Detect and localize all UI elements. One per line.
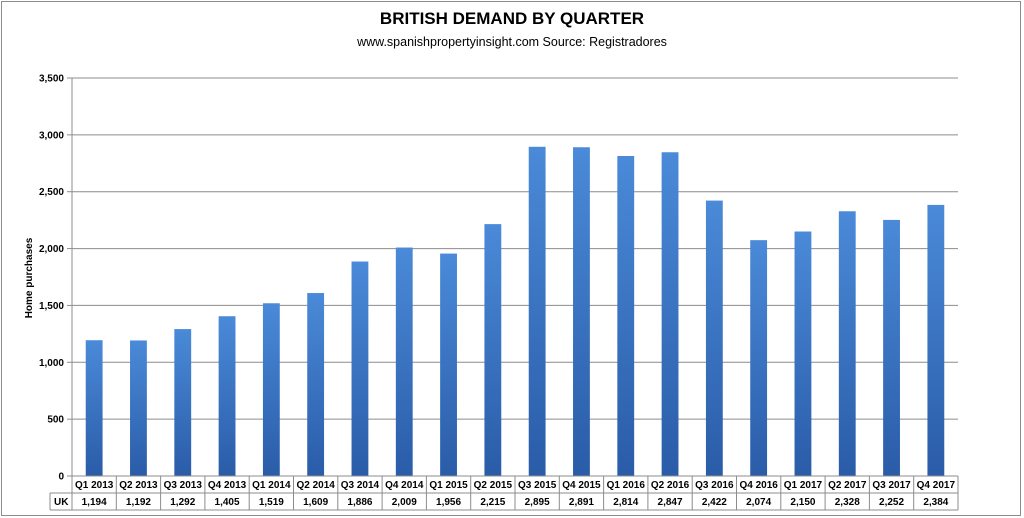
bar-q4-2013 xyxy=(218,316,236,476)
bar-q2-2013 xyxy=(130,340,147,476)
bar-q1-2015 xyxy=(440,253,457,476)
x-tick-label: Q3 2017 xyxy=(872,480,911,491)
y-tick-label: 0 xyxy=(58,472,64,483)
x-tick-label: Q4 2013 xyxy=(208,480,247,491)
bar-q4-2017 xyxy=(927,204,945,476)
y-tick-label: 3,500 xyxy=(39,74,64,85)
y-tick-label: 2,500 xyxy=(39,187,64,198)
bar-q1-2014 xyxy=(262,303,280,476)
x-tick-label: Q4 2016 xyxy=(739,480,778,491)
x-tick-label: Q1 2017 xyxy=(784,480,823,491)
y-tick-label: 3,000 xyxy=(39,130,64,141)
data-value-label: 2,895 xyxy=(525,497,550,508)
data-value-label: 2,009 xyxy=(392,497,417,508)
bar-q1-2013 xyxy=(85,340,103,476)
data-value-label: 2,150 xyxy=(790,497,815,508)
x-tick-label: Q4 2015 xyxy=(562,480,601,491)
x-tick-label: Q2 2014 xyxy=(296,480,335,491)
data-value-label: 1,194 xyxy=(82,497,107,508)
data-value-label: 2,252 xyxy=(879,497,904,508)
data-value-label: 1,405 xyxy=(215,497,240,508)
bar-q1-2017 xyxy=(794,231,812,476)
data-table: UK Q1 2013 1,194 Q2 2013 1,192 Q3 2013 1,292 Q4… xyxy=(49,475,959,511)
data-value-label: 2,847 xyxy=(658,497,683,508)
x-tick-label: Q4 2014 xyxy=(385,480,424,491)
bar-q1-2016 xyxy=(617,156,635,476)
data-value-label: 2,384 xyxy=(923,497,948,508)
x-tick-label: Q2 2016 xyxy=(651,480,690,491)
y-axis-label: Home purchases xyxy=(24,237,35,318)
data-value-label: 1,956 xyxy=(436,497,461,508)
bars xyxy=(85,146,945,477)
x-tick-label: Q1 2014 xyxy=(252,480,291,491)
data-value-label: 1,886 xyxy=(347,497,372,508)
bar-q4-2014 xyxy=(395,247,413,476)
y-axis: 0 500 1,000 1,500 2,000 2,500 3,000 3,500 xyxy=(39,74,73,483)
y-tick-label: 1,000 xyxy=(39,358,64,369)
bar-q2-2015 xyxy=(484,224,502,476)
bar-q2-2016 xyxy=(661,152,679,476)
x-tick-label: Q1 2013 xyxy=(75,480,114,491)
data-value-label: 2,328 xyxy=(835,497,860,508)
gridlines xyxy=(72,77,958,477)
data-value-label: 1,609 xyxy=(303,497,328,508)
data-value-label: 2,422 xyxy=(702,497,727,508)
y-tick-label: 1,500 xyxy=(39,301,64,312)
bar-q2-2017 xyxy=(838,211,856,477)
data-value-label: 2,891 xyxy=(569,497,594,508)
x-tick-label: Q2 2013 xyxy=(119,480,158,491)
data-value-label: 1,519 xyxy=(259,497,284,508)
bar-q3-2016 xyxy=(705,200,723,477)
bar-q3-2017 xyxy=(883,219,900,476)
x-tick-label: Q1 2015 xyxy=(429,480,468,491)
bar-q4-2016 xyxy=(750,240,768,476)
bar-q3-2014 xyxy=(351,261,369,476)
bar-q2-2014 xyxy=(307,293,325,476)
chart-subtitle: www.spanishpropertyinsight.com Source: R… xyxy=(357,35,667,49)
data-value-label: 2,215 xyxy=(480,497,505,508)
x-tick-label: Q2 2015 xyxy=(474,480,513,491)
x-tick-label: Q3 2015 xyxy=(518,480,557,491)
x-tick-label: Q3 2016 xyxy=(695,480,734,491)
x-tick-label: Q3 2013 xyxy=(164,480,203,491)
y-tick-label: 2,000 xyxy=(39,244,64,255)
data-value-label: 2,074 xyxy=(746,497,771,508)
data-value-label: 1,192 xyxy=(126,497,151,508)
bar-q3-2015 xyxy=(528,146,546,476)
y-tick-label: 500 xyxy=(47,415,64,426)
x-tick-label: Q3 2014 xyxy=(341,480,380,491)
data-value-label: 1,292 xyxy=(170,497,195,508)
x-tick-label: Q2 2017 xyxy=(828,480,867,491)
x-tick-label: Q4 2017 xyxy=(917,480,956,491)
bar-q4-2015 xyxy=(573,147,590,476)
bar-q3-2013 xyxy=(174,329,192,476)
data-value-label: 2,814 xyxy=(613,497,638,508)
x-tick-label: Q1 2016 xyxy=(607,480,646,491)
series-name-label: UK xyxy=(54,497,69,508)
chart-title: BRITISH DEMAND BY QUARTER xyxy=(379,9,645,28)
